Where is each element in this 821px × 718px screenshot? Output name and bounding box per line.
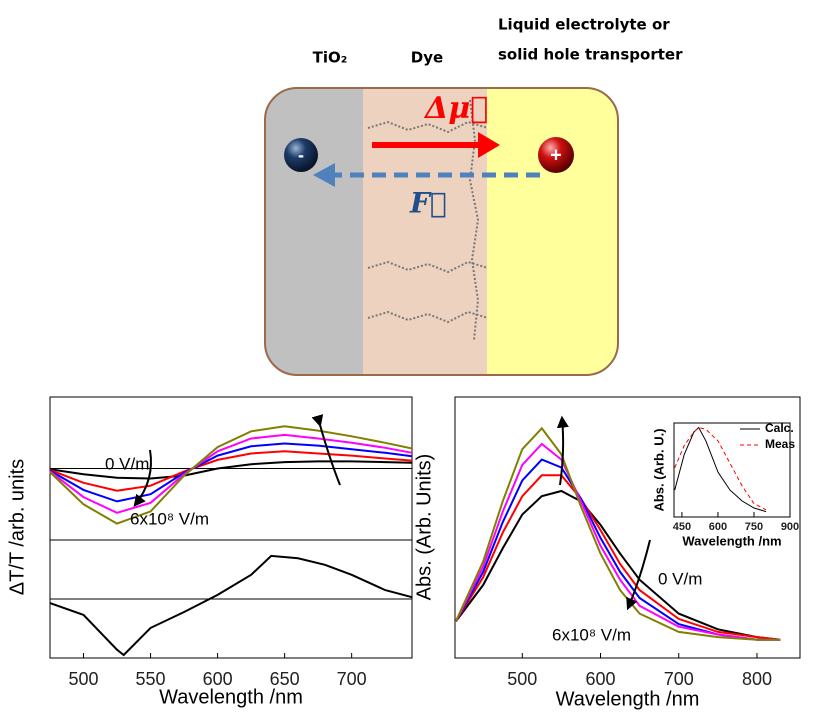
dye-label: Dye [411, 49, 443, 67]
dye-layer [363, 88, 487, 375]
dipole-label: Δμ⃗ [423, 91, 488, 126]
dipole-arrowhead [478, 132, 500, 158]
x-tick-label: 600 [585, 669, 615, 689]
trend-arrow [556, 415, 569, 486]
annotation: 6x10⁸ V/m [130, 509, 209, 528]
x-axis-label: Wavelength /nm [159, 686, 303, 708]
x-tick-label: 600 [203, 669, 233, 689]
y-axis-label: Abs. (Arb. Units) [413, 454, 435, 601]
x-tick-label: 700 [664, 669, 694, 689]
annotation: 0 V/m [105, 454, 149, 473]
data-line [49, 433, 413, 514]
electrolyte-label: Liquid electrolyte or [498, 16, 670, 34]
trend-arrow [311, 414, 341, 486]
field-arrowhead [313, 163, 335, 187]
tio2-label: TiO₂ [313, 49, 348, 67]
device-layers [265, 88, 618, 375]
x-axis-label: Wavelength /nm [556, 688, 700, 710]
x-tick-label: 650 [270, 669, 300, 689]
tio2-layer [265, 88, 363, 375]
data-line [49, 460, 413, 480]
dye-molecules [367, 99, 489, 341]
trend-arrow [626, 539, 651, 611]
plot-frame [673, 422, 791, 518]
hole-sign: + [550, 144, 562, 166]
x-tick-label: 500 [507, 669, 537, 689]
annotation: 0 V/m [658, 569, 702, 588]
x-tick-label: 500 [68, 669, 98, 689]
legend-label: Calc. [765, 421, 794, 435]
plot-frame [454, 396, 801, 659]
hole [538, 137, 574, 173]
x-tick-label: 700 [337, 669, 367, 689]
electron-sign: - [298, 145, 304, 165]
charts: ΔT/T /arb. units 0 V/m 6x10⁸ V/m 500 550 600 6… [6, 396, 801, 710]
x-tick-label: 800 [742, 669, 772, 689]
data-line [674, 426, 767, 513]
x-tick-label: 600 [709, 521, 727, 533]
x-tick-label: 900 [781, 521, 799, 533]
trend-arrow [133, 449, 152, 507]
x-tick-label: 450 [673, 521, 691, 533]
data-line [49, 554, 413, 657]
data-line [454, 442, 781, 641]
x-tick-label: 750 [745, 521, 763, 533]
data-line [454, 474, 781, 641]
electrolyte-label: solid hole transporter [498, 46, 683, 64]
electron [284, 138, 318, 172]
y-axis-label: ΔT/T /arb. units [6, 459, 28, 595]
data-line [674, 426, 767, 511]
data-line [49, 450, 413, 492]
y-axis-label: Abs. (Arb. U.) [651, 428, 666, 511]
annotation: 6x10⁸ V/m [552, 625, 631, 644]
field-label: F⃗ [409, 187, 447, 220]
data-line [49, 425, 413, 525]
data-line [49, 442, 413, 503]
data-line [454, 426, 781, 641]
x-axis-label: Wavelength /nm [682, 533, 781, 548]
x-tick-label: 550 [136, 669, 166, 689]
hole-transporter-layer [487, 88, 618, 375]
legend-label: Meas [765, 437, 795, 451]
device-box [264, 87, 619, 376]
